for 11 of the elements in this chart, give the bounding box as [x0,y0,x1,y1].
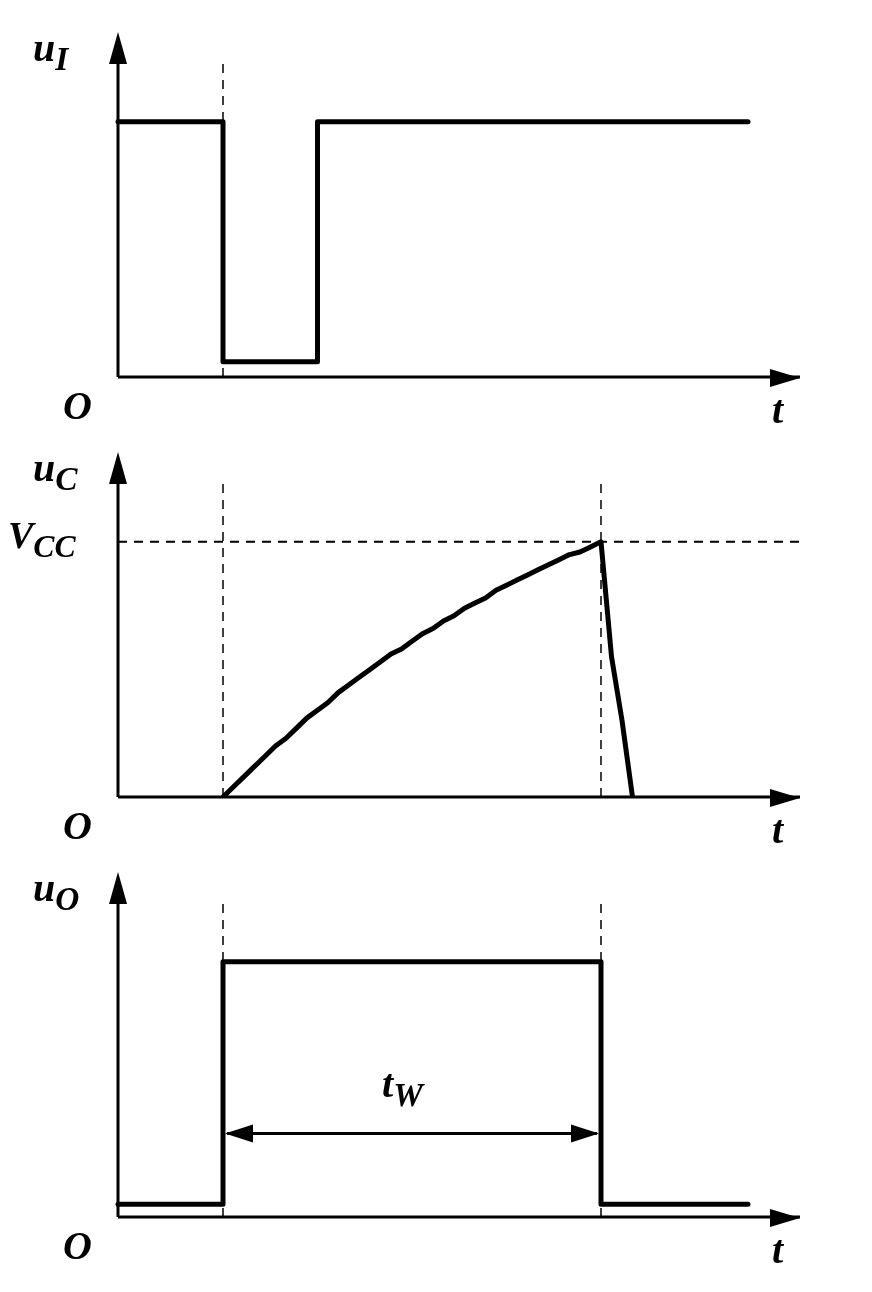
y-axis-title: u$_{C}$ [33,445,78,497]
x-axis-title: t [772,387,784,432]
text: O [63,383,92,428]
x-axis-title: t [772,807,784,852]
x-axis-title: t [772,1227,784,1272]
annotation: t$_{W}$ [382,1060,423,1113]
ref-line-label: V$_{CC}$ [8,514,76,564]
y-axis-title: u$_{I}$ [33,25,69,77]
text: O [63,1223,92,1268]
text: O [63,803,92,848]
y-axis-title: u$_{O}$ [33,865,80,917]
